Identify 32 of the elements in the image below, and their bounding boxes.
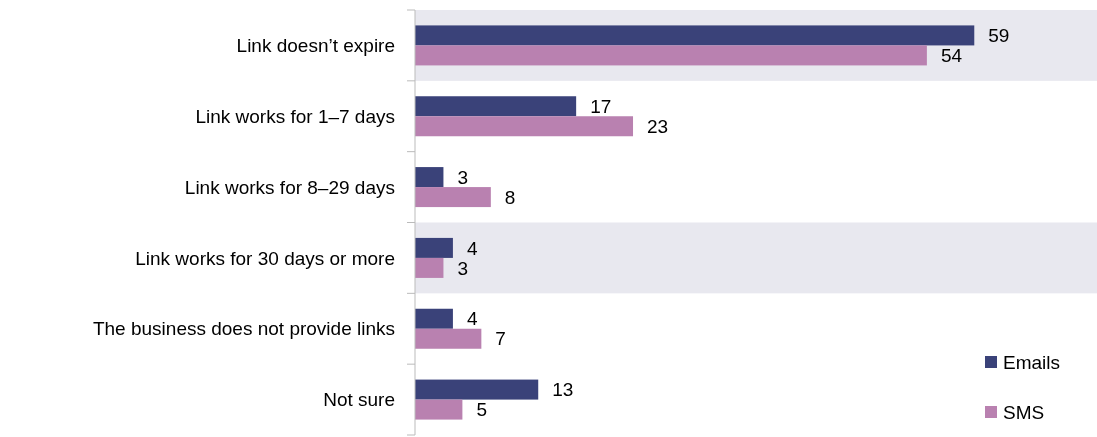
y-tick-label: Link doesn’t expire	[236, 35, 395, 57]
bar	[415, 96, 577, 117]
legend-label: SMS	[1003, 401, 1045, 423]
data-label: 4	[466, 237, 478, 259]
bar	[415, 399, 463, 420]
bar	[415, 45, 927, 66]
data-label: 13	[552, 379, 574, 401]
bar	[415, 257, 444, 278]
data-label: 23	[647, 115, 669, 137]
bar	[415, 379, 539, 400]
data-label: 3	[457, 257, 469, 279]
bar	[415, 25, 975, 46]
data-label: 3	[457, 166, 469, 188]
y-tick-label: Not sure	[323, 389, 395, 411]
data-label: 17	[590, 95, 612, 117]
bar	[415, 308, 453, 329]
data-label: 54	[940, 45, 963, 67]
data-label: 8	[504, 186, 516, 208]
data-label: 4	[466, 308, 478, 330]
bar	[415, 187, 491, 208]
legend-label: Emails	[1003, 351, 1061, 373]
y-tick-label: The business does not provide links	[92, 318, 395, 340]
y-tick-label: Link works for 30 days or more	[135, 247, 395, 269]
y-tick-label: Link works for 8–29 days	[184, 176, 395, 198]
bar	[415, 237, 453, 258]
y-tick-label: Link works for 1–7 days	[195, 105, 395, 127]
bar	[415, 167, 444, 188]
data-label: 5	[476, 399, 487, 421]
bar	[415, 116, 634, 137]
bar	[415, 328, 482, 349]
data-label: 59	[988, 25, 1010, 47]
data-label: 7	[495, 328, 506, 350]
